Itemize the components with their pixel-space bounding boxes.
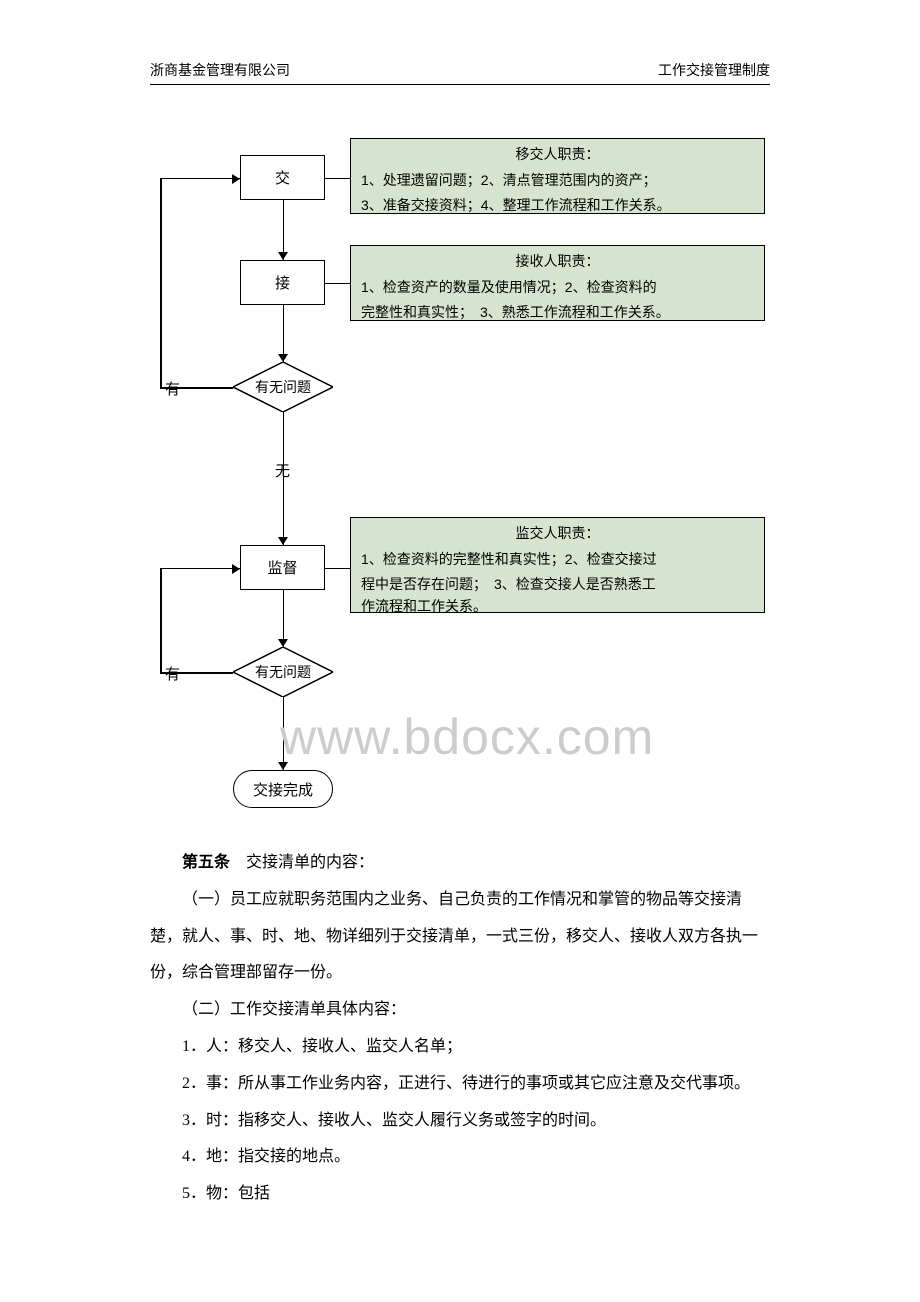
annotation-title: 监交人职责： (361, 524, 754, 546)
flow-node-jiandu: 监督 (240, 545, 325, 590)
header-left: 浙商基金管理有限公司 (150, 60, 290, 80)
list-item-2: 2．事：所从事工作业务内容，正进行、待进行的事项或其它应注意及交代事项。 (150, 1066, 770, 1103)
flow-node-jiao: 交 (240, 155, 325, 200)
flow-decision-label: 有无问题 (255, 377, 311, 397)
article-5-heading: 第五条 交接清单的内容： (150, 845, 770, 882)
paragraph-2: （二）工作交接清单具体内容： (150, 992, 770, 1029)
document-page: 浙商基金管理有限公司 工作交接管理制度 交 移交人职责： 1、处理遗留问题；2、… (0, 0, 920, 1273)
annotation-box-1: 移交人职责： 1、处理遗留问题；2、清点管理范围内的资产；3、准备交接资料；4、… (350, 138, 765, 214)
document-body: 第五条 交接清单的内容： （一）员工应就职务范围内之业务、自己负责的工作情况和掌… (150, 845, 770, 1213)
annotation-body: 1、检查资料的完整性和真实性；2、检查交接过程中是否存在问题； 3、检查交接人是… (361, 548, 754, 619)
list-item-1: 1．人：移交人、接收人、监交人名单； (150, 1029, 770, 1066)
flow-node-label: 交 (275, 167, 290, 188)
annotation-title: 接收人职责： (361, 252, 754, 274)
flow-decision-1: 有无问题 (233, 362, 333, 412)
article-title: 交接清单的内容： (230, 854, 374, 871)
list-item-5: 5．物：包括 (150, 1176, 770, 1213)
flowchart: 交 移交人职责： 1、处理遗留问题；2、清点管理范围内的资产；3、准备交接资料；… (150, 125, 770, 825)
paragraph-1: （一）员工应就职务范围内之业务、自己负责的工作情况和掌管的物品等交接清楚，就人、… (150, 882, 770, 992)
list-item-3: 3．时：指移交人、接收人、监交人履行义务或签字的时间。 (150, 1103, 770, 1140)
annotation-title: 移交人职责： (361, 145, 754, 167)
flow-node-jie: 接 (240, 260, 325, 305)
flow-decision-2: 有无问题 (233, 647, 333, 697)
header-right: 工作交接管理制度 (658, 60, 770, 80)
watermark: www.bdocx.com (280, 708, 654, 766)
annotation-body: 1、检查资产的数量及使用情况；2、检查资料的完整性和真实性； 3、熟悉工作流程和… (361, 276, 754, 325)
list-item-4: 4．地：指交接的地点。 (150, 1139, 770, 1176)
flow-terminal-label: 交接完成 (253, 779, 313, 800)
article-number: 第五条 (182, 854, 230, 871)
annotation-box-3: 监交人职责： 1、检查资料的完整性和真实性；2、检查交接过程中是否存在问题； 3… (350, 517, 765, 613)
flow-decision-label: 有无问题 (255, 662, 311, 682)
flow-terminal: 交接完成 (233, 770, 333, 808)
annotation-box-2: 接收人职责： 1、检查资产的数量及使用情况；2、检查资料的完整性和真实性； 3、… (350, 245, 765, 321)
annotation-body: 1、处理遗留问题；2、清点管理范围内的资产；3、准备交接资料；4、整理工作流程和… (361, 169, 754, 218)
page-header: 浙商基金管理有限公司 工作交接管理制度 (150, 60, 770, 85)
edge-label-yes-2: 有 (165, 663, 180, 684)
edge-label-yes-1: 有 (165, 378, 180, 399)
flow-node-label: 接 (275, 272, 290, 293)
flow-node-label: 监督 (267, 557, 297, 578)
